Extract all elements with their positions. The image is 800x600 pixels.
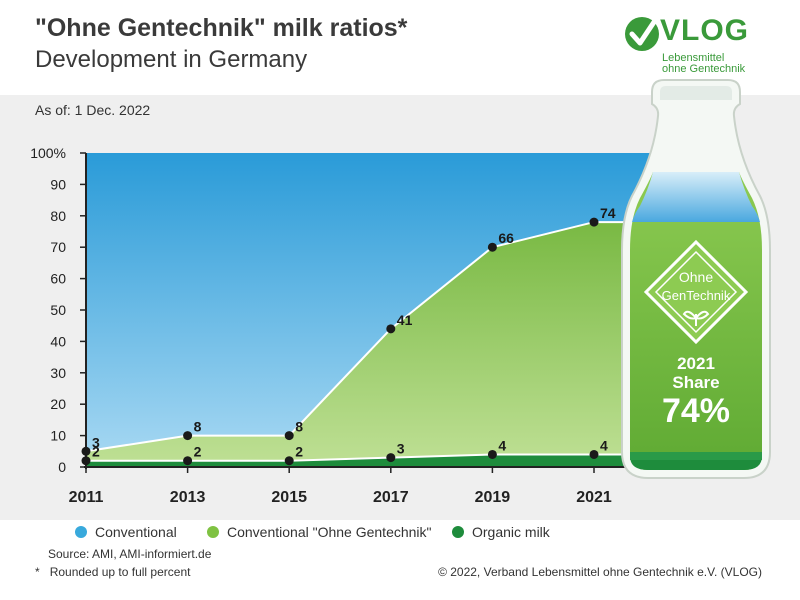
data-label-ohne-gentechnik: 66	[498, 230, 514, 246]
data-label-organic-milk: 4	[498, 437, 506, 453]
data-label-ohne-gentechnik: 3	[92, 434, 100, 450]
milk-bottle	[621, 79, 771, 479]
bottle-share-label: Share	[672, 373, 720, 392]
point-ohne-gentechnik	[183, 431, 193, 441]
y-tick-label: 30	[50, 365, 66, 381]
data-label-organic-milk: 3	[397, 441, 405, 457]
point-organic-milk	[81, 456, 91, 466]
point-ohne-gentechnik	[487, 242, 497, 252]
footnote: * Rounded up to full percent	[35, 565, 190, 579]
data-label-ohne-gentechnik: 41	[397, 312, 413, 328]
y-tick-label: 70	[50, 239, 66, 255]
bottle-year: 2021	[677, 354, 715, 373]
chart-title: "Ohne Gentechnik" milk ratios*	[35, 14, 408, 42]
point-organic-milk	[183, 456, 193, 466]
data-label-ohne-gentechnik: 8	[295, 419, 303, 435]
bottle-cap	[660, 86, 732, 100]
footnote-mark: *	[35, 565, 40, 579]
legend-swatch-ohne-gentechnik	[207, 526, 219, 538]
legend-label-organic: Organic milk	[472, 524, 550, 540]
y-tick-label: 80	[50, 208, 66, 224]
legend-label-ohne-gentechnik: Conventional "Ohne Gentechnik"	[227, 524, 432, 540]
point-organic-milk	[589, 449, 599, 459]
point-ohne-gentechnik	[81, 446, 91, 456]
point-organic-milk	[487, 449, 497, 459]
y-tick-label: 20	[50, 396, 66, 412]
y-tick-label: 100%	[30, 145, 66, 161]
data-label-ohne-gentechnik: 8	[194, 419, 202, 435]
point-ohne-gentechnik	[589, 217, 599, 227]
area-organic-milk	[86, 454, 650, 467]
x-tick-label: 2011	[69, 489, 104, 506]
data-label-organic-milk: 2	[92, 444, 100, 460]
y-tick-label: 60	[50, 271, 66, 287]
data-label-organic-milk: 4	[600, 437, 608, 453]
legend-swatch-conventional	[75, 526, 87, 538]
x-tick-label: 2015	[271, 489, 307, 506]
y-tick-label: 0	[58, 459, 66, 475]
point-organic-milk	[284, 456, 294, 466]
bottle-share-value: 74%	[661, 392, 731, 430]
x-tick-label: 2013	[170, 489, 206, 506]
legend-item-organic: Organic milk	[452, 524, 550, 540]
bottle-conventional-layer	[632, 172, 760, 222]
footnote-text: Rounded up to full percent	[49, 565, 191, 579]
data-label-organic-milk: 2	[194, 444, 202, 460]
chart-subtitle: Development in Germany	[35, 46, 308, 73]
seal-text-line2: GenTechnik	[661, 288, 731, 303]
x-tick-label: 2021	[576, 489, 612, 506]
legend-item-ohne-gentechnik: Conventional "Ohne Gentechnik"	[207, 524, 432, 540]
legend-swatch-organic	[452, 526, 464, 538]
ohne-gentechnik-seal	[643, 239, 749, 345]
legend-label-conventional: Conventional	[95, 524, 177, 540]
vlog-logo	[625, 17, 659, 51]
point-ohne-gentechnik	[386, 324, 396, 334]
logo-wordmark: VLOG	[660, 14, 750, 47]
data-label-ohne-gentechnik: 74	[600, 205, 616, 221]
y-tick-label: 90	[50, 176, 66, 192]
y-tick-label: 40	[50, 333, 66, 349]
logo-tagline-line2: ohne Gentechnik	[662, 63, 746, 75]
copyright: © 2022, Verband Lebensmittel ohne Gentec…	[438, 565, 762, 579]
y-tick-label: 10	[50, 428, 66, 444]
point-ohne-gentechnik	[284, 431, 294, 441]
seal-text-line1: Ohne	[678, 269, 714, 285]
point-organic-milk	[386, 453, 396, 463]
y-tick-label: 50	[50, 302, 66, 318]
x-tick-label: 2017	[373, 489, 409, 506]
source-note: Source: AMI, AMI-informiert.de	[48, 547, 212, 561]
data-label-organic-milk: 2	[295, 444, 303, 460]
plant-icon	[682, 310, 710, 326]
legend-item-conventional: Conventional	[75, 524, 177, 540]
area-ohne-gentechnik	[86, 222, 650, 467]
logo-tagline-line1: Lebensmittel	[662, 52, 725, 64]
as-of-date: As of: 1 Dec. 2022	[35, 102, 151, 118]
x-tick-label: 2019	[475, 489, 511, 506]
